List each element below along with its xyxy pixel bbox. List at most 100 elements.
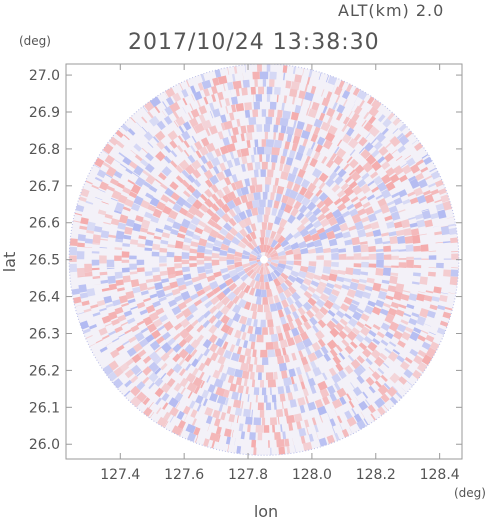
y-axis: 27.026.926.826.726.626.526.426.326.226.1… xyxy=(29,68,462,453)
echo-cell-positive xyxy=(138,235,147,240)
echo-cell-negative xyxy=(134,331,145,342)
echo-cell-negative xyxy=(421,210,432,220)
echo-cell-negative xyxy=(182,107,187,114)
timestamp-title: 2017/10/24 13:38:30 xyxy=(128,30,380,55)
echo-cell-negative xyxy=(363,418,369,426)
echo-cell-negative xyxy=(278,362,288,372)
echo-cell-positive xyxy=(434,199,442,204)
echo-cell-negative xyxy=(89,324,97,330)
echo-cell-positive xyxy=(339,222,349,232)
echo-cell-positive xyxy=(321,156,328,164)
echo-cell-negative xyxy=(107,275,116,284)
echo-cell-negative xyxy=(408,175,416,182)
echo-cell-negative xyxy=(341,90,351,100)
echo-cell-positive xyxy=(191,367,199,377)
echo-cell-positive xyxy=(331,183,341,193)
echo-cell-negative xyxy=(273,402,277,410)
echo-cell-negative xyxy=(209,102,215,111)
echo-cell-negative xyxy=(299,283,309,292)
echo-cell-positive xyxy=(380,374,388,382)
echo-cell-positive xyxy=(360,326,371,337)
echo-cell-negative xyxy=(364,305,374,315)
echo-cell-negative xyxy=(136,401,142,408)
echo-cell-positive xyxy=(177,135,184,143)
echo-cell-positive xyxy=(307,285,316,294)
echo-cell-positive xyxy=(241,155,248,165)
echo-cell-negative xyxy=(162,101,168,109)
echo-cell-positive xyxy=(267,237,274,247)
echo-cell-negative xyxy=(163,115,173,125)
echo-cell-negative xyxy=(374,208,383,215)
echo-cell-positive xyxy=(101,287,110,292)
echo-cell-negative xyxy=(241,163,246,172)
echo-cell-positive xyxy=(406,256,414,260)
echo-cell-negative xyxy=(200,295,209,303)
echo-cell-positive xyxy=(313,126,321,136)
echo-cell-positive xyxy=(424,193,435,204)
echo-cell-negative xyxy=(391,249,399,252)
echo-cell-positive xyxy=(335,344,343,353)
echo-cell-negative xyxy=(205,269,214,275)
echo-cell-positive xyxy=(372,324,381,331)
echo-cell-negative xyxy=(440,225,450,236)
echo-cell-positive xyxy=(194,122,205,134)
echo-cell-negative xyxy=(121,123,130,132)
echo-cell-negative xyxy=(144,163,155,173)
echo-cell-positive xyxy=(332,355,341,365)
echo-cell-positive xyxy=(146,323,157,333)
echo-cell-negative xyxy=(150,215,160,224)
echo-cell-positive xyxy=(343,163,350,171)
echo-cell-positive xyxy=(220,314,230,325)
echo-cell-positive xyxy=(173,333,181,341)
echo-cell-positive xyxy=(249,287,256,296)
echo-cell-positive xyxy=(326,107,336,118)
echo-cell-positive xyxy=(227,444,230,452)
echo-cell-negative xyxy=(308,213,318,224)
echo-cell-negative xyxy=(136,121,142,128)
echo-cell-negative xyxy=(421,341,431,350)
echo-cell-negative xyxy=(140,327,149,334)
echo-cell-positive xyxy=(189,117,199,128)
echo-cell-positive xyxy=(179,377,189,388)
echo-cell-negative xyxy=(175,196,187,207)
echo-cell-negative xyxy=(428,255,437,260)
echo-cell-positive xyxy=(319,415,324,423)
echo-cell-negative xyxy=(220,114,227,123)
echo-cell-negative xyxy=(170,150,178,158)
echo-cell-positive xyxy=(286,446,291,454)
echo-cell-negative xyxy=(220,372,228,382)
echo-cell-negative xyxy=(197,315,205,323)
echo-cell-negative xyxy=(336,104,346,114)
echo-cell-positive xyxy=(451,251,459,253)
echo-cell-positive xyxy=(132,342,143,353)
x-axis: 127.4 127.6 127.8 128.0 128.2 128.4 xyxy=(100,64,460,483)
echo-cell-positive xyxy=(110,218,120,226)
echo-cell-positive xyxy=(370,413,377,421)
echo-cell-positive xyxy=(277,235,286,245)
echo-cell-positive xyxy=(236,346,243,355)
echo-cell-positive xyxy=(212,286,221,295)
echo-cell-negative xyxy=(223,168,233,178)
echo-cell-positive xyxy=(283,95,288,104)
echo-cell-positive xyxy=(142,169,150,177)
echo-cell-negative xyxy=(331,252,339,260)
echo-cell-positive xyxy=(129,271,138,275)
echo-cell-positive xyxy=(327,116,333,125)
echo-cell-positive xyxy=(399,174,408,183)
echo-cell-negative xyxy=(95,197,103,201)
echo-cell-positive xyxy=(269,79,275,87)
echo-cell-negative xyxy=(245,208,253,218)
echo-cell-negative xyxy=(280,125,287,134)
echo-cell-positive xyxy=(85,180,93,185)
echo-cell-positive xyxy=(175,165,184,174)
echo-cell-negative xyxy=(287,274,297,283)
echo-cell-positive xyxy=(178,338,188,348)
echo-cell-positive xyxy=(391,265,399,268)
echo-cell-positive xyxy=(243,216,252,227)
echo-cell-positive xyxy=(366,277,375,284)
echo-cell-positive xyxy=(246,124,255,133)
echo-cell-negative xyxy=(353,365,365,377)
echo-cell-positive xyxy=(303,363,312,373)
echo-cell-negative xyxy=(154,377,164,387)
echo-cell-positive xyxy=(117,314,127,322)
